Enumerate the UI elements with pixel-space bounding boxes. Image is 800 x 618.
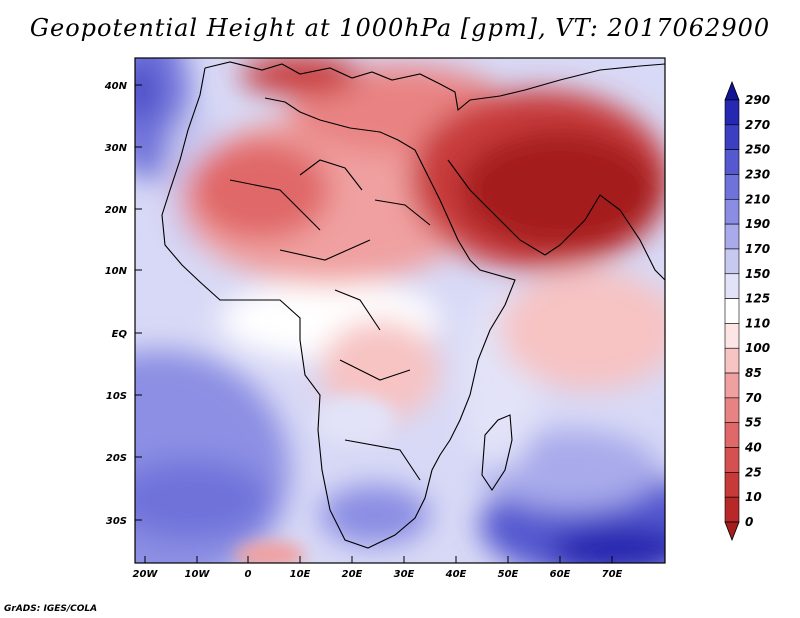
colorbar-segment (724, 174, 740, 200)
colorbar-label: 70 (745, 391, 762, 405)
colorbar-label: 25 (745, 465, 762, 479)
chart-title: Geopotential Height at 1000hPa [gpm], VT… (29, 14, 771, 42)
lon-label-40E: 40E (445, 569, 467, 580)
colorbar-segment (724, 149, 740, 175)
lat-label-40N: 40N (104, 81, 128, 92)
colorbar-segment (724, 273, 740, 299)
credit-text: GrADS: IGES/COLA (4, 604, 98, 614)
colorbar-label: 0 (745, 515, 753, 529)
colorbar: 2902702502302101901701501251101008570554… (724, 80, 770, 542)
lat-axis: 40N 30N 20N 10N EQ 10S 20S 30S (104, 81, 142, 527)
lat-label-20N: 20N (105, 205, 128, 216)
lat-label-30N: 30N (105, 143, 128, 154)
lat-label-10N: 10N (105, 266, 128, 277)
lon-label-30E: 30E (394, 569, 415, 580)
colorbar-label: 230 (745, 167, 770, 181)
colorbar-segment (724, 298, 740, 324)
colorbar-segment (724, 472, 740, 498)
colorbar-segment (724, 496, 740, 523)
colorbar-label: 270 (745, 118, 770, 132)
lat-label-eq: EQ (112, 329, 128, 340)
lon-label-10E: 10E (290, 569, 311, 580)
colorbar-top-arrow (724, 80, 740, 101)
colorbar-segment (724, 124, 740, 150)
colorbar-segment (724, 422, 740, 448)
colorbar-label: 85 (745, 366, 762, 380)
lat-label-10S: 10S (106, 391, 127, 402)
lat-label-30S: 30S (106, 516, 127, 527)
colorbar-segment (724, 397, 740, 424)
lon-label-70E: 70E (602, 569, 623, 580)
colorbar-label: 125 (745, 292, 770, 306)
colorbar-segment (724, 347, 740, 374)
lon-label-50E: 50E (498, 569, 519, 580)
lat-label-20S: 20S (106, 453, 127, 464)
colorbar-label: 10 (745, 490, 762, 504)
colorbar-label: 150 (745, 267, 770, 281)
colorbar-segment (724, 99, 740, 126)
lon-label-20E: 20E (342, 569, 363, 580)
colorbar-label: 170 (745, 242, 770, 256)
colorbar-segment (724, 372, 740, 399)
colorbar-label: 250 (745, 143, 770, 157)
colorbar-label: 190 (745, 217, 770, 231)
lon-label-60E: 60E (550, 569, 571, 580)
lon-label-20W: 20W (133, 569, 159, 580)
colorbar-bottom-arrow (724, 521, 740, 542)
lon-axis: 20W 10W 0 10E 20E 30E 40E 50E 60E 70E (133, 556, 623, 580)
colorbar-label: 290 (745, 93, 770, 107)
height-field (135, 58, 665, 563)
colorbar-label: 40 (744, 441, 762, 455)
colorbar-label: 100 (745, 341, 770, 355)
lon-label-0: 0 (245, 569, 252, 580)
colorbar-label: 110 (745, 316, 770, 330)
colorbar-label: 210 (745, 192, 770, 206)
colorbar-segment (724, 447, 740, 473)
colorbar-segment (724, 198, 740, 225)
plot-frame (134, 57, 666, 564)
colorbar-segment (724, 223, 740, 250)
lon-label-10W: 10W (185, 569, 211, 580)
colorbar-segment (724, 248, 740, 275)
coastlines (161, 61, 665, 549)
colorbar-segment (724, 323, 740, 349)
colorbar-label: 55 (745, 416, 762, 430)
